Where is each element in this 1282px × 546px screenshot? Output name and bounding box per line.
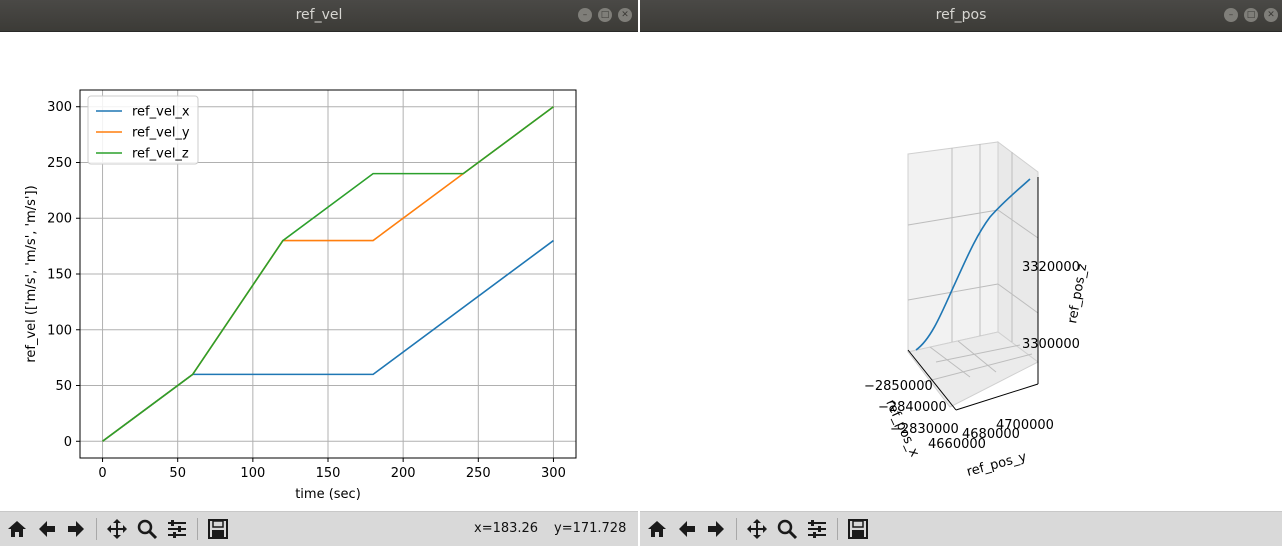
x-tick-label: −2850000	[864, 379, 933, 394]
back-arrow-icon[interactable]	[34, 516, 60, 542]
close-icon[interactable]: ✕	[618, 8, 632, 22]
minimize-icon[interactable]: –	[578, 8, 592, 22]
legend: ref_vel_x ref_vel_y ref_vel_z	[87, 95, 199, 165]
window-title: ref_pos	[935, 7, 987, 23]
y-tick-label: 100	[47, 323, 72, 338]
z-tick-label: 3300000	[1022, 337, 1080, 352]
ref_vel_z-line	[102, 106, 554, 442]
toolbar-separator	[197, 518, 198, 540]
grid	[907, 144, 1039, 383]
position-3d-chart[interactable]: −2850000 −2840000 −2830000 4660000 46800…	[640, 32, 1282, 510]
subplots-icon[interactable]	[164, 516, 190, 542]
home-icon[interactable]	[644, 516, 670, 542]
zoom-icon[interactable]	[774, 516, 800, 542]
y-axis-label: ref_pos_y	[965, 449, 1028, 479]
legend-label: ref_vel_z	[132, 147, 189, 162]
pan-icon[interactable]	[744, 516, 770, 542]
toolbar-separator	[736, 518, 737, 540]
home-icon[interactable]	[4, 516, 30, 542]
y-tick-label: 300	[47, 100, 72, 115]
x-tick-label: 200	[391, 466, 416, 481]
maximize-icon[interactable]: □	[1244, 8, 1258, 22]
maximize-icon[interactable]: □	[598, 8, 612, 22]
close-icon[interactable]: ✕	[1264, 8, 1278, 22]
legend-label: ref_vel_y	[132, 126, 190, 141]
y-tick-label: 150	[47, 268, 72, 283]
window-title: ref_vel	[295, 7, 343, 23]
x-tick-label: 100	[240, 466, 265, 481]
y-tick-label: 4680000	[962, 427, 1020, 442]
zoom-icon[interactable]	[134, 516, 160, 542]
x-tick-label: 250	[466, 466, 491, 481]
toolbar-separator	[837, 518, 838, 540]
y-axis-line	[955, 383, 1039, 411]
subplots-icon[interactable]	[804, 516, 830, 542]
minimize-icon[interactable]: –	[1224, 8, 1238, 22]
forward-arrow-icon[interactable]	[63, 516, 89, 542]
velocity-chart[interactable]: 0 50 100 150 200 250 300 0 50 100 150 200 250 300 tim…	[0, 32, 638, 510]
y-tick-label: 50	[55, 379, 72, 394]
save-icon[interactable]	[205, 516, 231, 542]
ref-pos-window: ref_pos – □ ✕ −2850000 −28	[640, 0, 1282, 546]
ref-vel-window: ref_vel – □ ✕ 0 50 100 150 200 250 300 0 50 100 15…	[0, 0, 638, 546]
legend-label: ref_vel_x	[132, 105, 190, 120]
toolbar-separator	[96, 518, 97, 540]
cursor-y-readout: y=171.728	[554, 521, 627, 536]
y-tick-label: 200	[47, 212, 72, 227]
z-tick-label: 3320000	[1022, 260, 1080, 275]
x-tick-label: 0	[98, 466, 106, 481]
forward-arrow-icon[interactable]	[703, 516, 729, 542]
y-tick-label: 4660000	[928, 437, 986, 452]
ref-pos-series-line	[915, 178, 1031, 351]
y-tick-label: 4700000	[996, 418, 1054, 433]
x-tick-label: −2830000	[890, 422, 959, 437]
titlebar[interactable]: ref_pos – □ ✕	[640, 0, 1282, 32]
x-tick-label: 300	[541, 466, 566, 481]
x-tick-label: −2840000	[878, 400, 947, 415]
y-tick-label: 0	[64, 435, 72, 450]
pan-icon[interactable]	[104, 516, 130, 542]
plot-toolbar	[640, 511, 1282, 546]
save-icon[interactable]	[845, 516, 871, 542]
y-tick-label: 250	[47, 156, 72, 171]
plot-toolbar: x=183.26 y=171.728	[0, 511, 638, 546]
x-tick-label: 50	[169, 466, 186, 481]
y-axis-label: ref_vel (['m/s', 'm/s', 'm/s'])	[24, 185, 39, 362]
titlebar[interactable]: ref_vel – □ ✕	[0, 0, 638, 32]
pane-back-right	[997, 141, 1039, 363]
pane-back-left	[907, 141, 999, 353]
legend-box	[87, 95, 199, 165]
x-axis-line	[907, 349, 957, 411]
x-axis-label: time (sec)	[295, 487, 361, 502]
x-tick-label: 150	[316, 466, 341, 481]
back-arrow-icon[interactable]	[674, 516, 700, 542]
cursor-x-readout: x=183.26	[474, 521, 539, 536]
